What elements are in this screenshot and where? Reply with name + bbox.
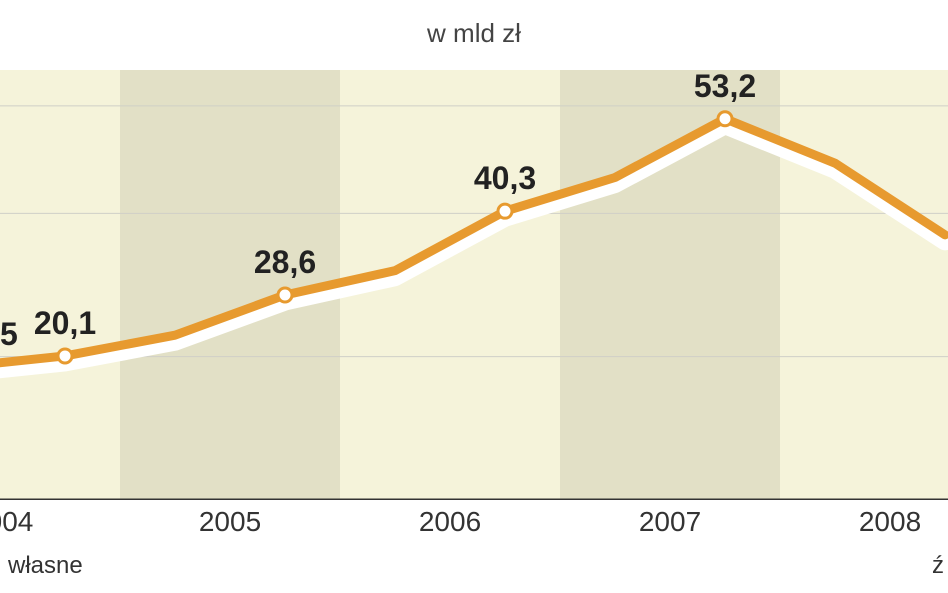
chart-plot-area: 5 20,1 28,6 40,3 53,2 xyxy=(0,70,948,500)
x-tick-label: 2006 xyxy=(419,506,481,538)
x-tick-label: 2007 xyxy=(639,506,701,538)
chart-svg xyxy=(0,70,948,500)
data-point-label: 40,3 xyxy=(474,160,536,197)
data-point-label: 20,1 xyxy=(34,305,96,342)
data-point-label: 28,6 xyxy=(254,244,316,281)
footer-source-left: własne xyxy=(0,552,948,580)
x-tick-label: 2008 xyxy=(859,506,921,538)
x-tick-label: 2005 xyxy=(199,506,261,538)
chart-subtitle: w mld zł xyxy=(0,18,948,49)
chart-container: w mld zł 5 20,1 28,6 40,3 53,2 004 2005 2006 20… xyxy=(0,0,948,593)
footer-source-right: ź xyxy=(932,552,944,580)
data-point-label: 53,2 xyxy=(694,68,756,105)
x-tick-label: 004 xyxy=(0,506,33,538)
x-axis: 004 2005 2006 2007 2008 xyxy=(0,506,948,542)
data-point-label: 5 xyxy=(0,316,18,353)
